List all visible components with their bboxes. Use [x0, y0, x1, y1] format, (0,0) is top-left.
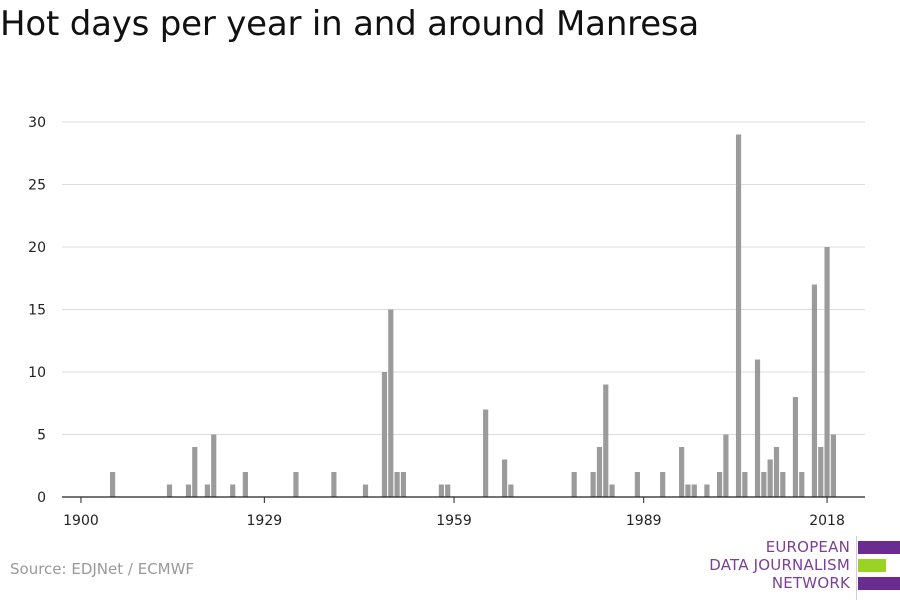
bar [166, 484, 173, 497]
logo-divider [856, 536, 857, 600]
y-tick-label: 5 [37, 428, 46, 444]
axes: 0 5 10 15 20 25 30 1900 1929 1959 1989 2018 [28, 115, 865, 529]
x-tick-label: 1959 [436, 513, 472, 529]
bar [792, 397, 799, 497]
bar [502, 459, 508, 497]
bar [331, 472, 337, 497]
bar [388, 309, 394, 497]
x-tick-label: 2018 [809, 513, 845, 529]
bar [685, 484, 691, 497]
bar [609, 484, 615, 497]
bar [445, 484, 451, 497]
bar [185, 484, 192, 497]
bar [799, 472, 805, 497]
bar [192, 447, 198, 497]
logo-text-network: NETWORK [771, 574, 850, 592]
bar [483, 409, 489, 497]
bar [824, 247, 830, 497]
logo-text-data-journalism: DATA JOURNALISM [709, 556, 850, 574]
source-note: Source: EDJNet / ECMWF [10, 560, 195, 578]
bar [634, 472, 640, 497]
bar [780, 472, 786, 497]
bar [211, 434, 217, 497]
bar [438, 484, 444, 497]
logo-bar-bottom [858, 577, 900, 590]
bar [660, 472, 666, 497]
bar [767, 459, 773, 497]
bar [242, 472, 248, 497]
logo-bar-top [858, 541, 900, 554]
x-tick-label: 1900 [63, 513, 99, 529]
bar [603, 384, 609, 497]
y-tick-label: 0 [37, 490, 46, 506]
bar [773, 447, 780, 497]
edjnet-logo: EUROPEAN DATA JOURNALISM NETWORK [700, 536, 900, 600]
bar [754, 359, 761, 497]
bar [716, 472, 723, 497]
logo-bar-middle [858, 559, 886, 572]
bar [818, 447, 824, 497]
bar [293, 472, 299, 497]
bar [590, 472, 596, 497]
bar [723, 434, 729, 497]
bar [704, 484, 710, 497]
x-tick-label: 1929 [247, 513, 283, 529]
bar [691, 484, 697, 497]
bar [811, 284, 818, 497]
bar [679, 447, 685, 497]
bar [381, 372, 388, 497]
x-tick-label: 1989 [626, 513, 662, 529]
bar [230, 484, 236, 497]
bar [596, 447, 603, 497]
y-tick-label: 30 [28, 115, 46, 131]
bar [830, 434, 836, 497]
bar [761, 472, 767, 497]
bar [109, 472, 116, 497]
bar [400, 472, 407, 497]
bars [109, 134, 836, 497]
bar [204, 484, 211, 497]
y-tick-label: 10 [28, 365, 46, 381]
bar [394, 472, 400, 497]
chart-title: Hot days per year in and around Manresa [0, 4, 700, 44]
logo-text-european: EUROPEAN [765, 538, 850, 556]
y-tick-label: 25 [28, 178, 46, 194]
bar [362, 484, 369, 497]
bar [742, 472, 748, 497]
bar [735, 134, 742, 497]
bar [571, 472, 577, 497]
gridlines [62, 121, 865, 435]
y-tick-label: 20 [28, 240, 46, 256]
y-tick-label: 15 [28, 303, 46, 319]
bar [508, 484, 514, 497]
